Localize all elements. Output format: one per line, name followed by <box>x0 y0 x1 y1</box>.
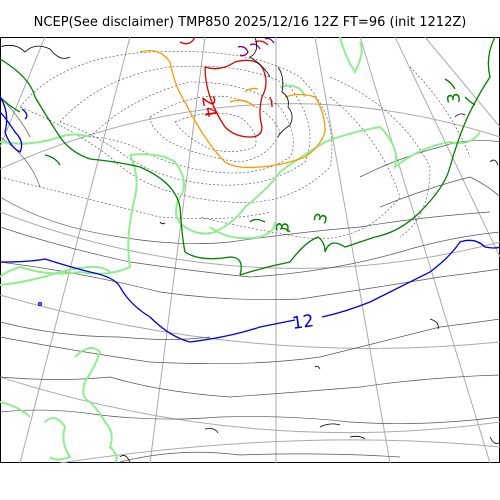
contour-3 <box>44 154 61 166</box>
longitude-line <box>149 37 206 463</box>
contour-3 <box>279 227 291 233</box>
contour-label-3: 3 <box>444 92 465 105</box>
contour-3 <box>249 218 266 223</box>
blue-contours <box>0 96 500 343</box>
contour-3 <box>464 96 476 106</box>
contour-label-3: 3 <box>311 211 333 227</box>
gray-contours <box>0 96 500 463</box>
longitude-line <box>424 37 500 128</box>
longitude-line <box>19 37 131 463</box>
longitude-line <box>394 37 500 258</box>
longitude-line <box>359 37 491 463</box>
graticule <box>0 37 500 463</box>
contour-12 <box>37 301 43 307</box>
longitude-line <box>314 37 391 463</box>
latitude-line <box>0 294 500 349</box>
figure-title: NCEP(See disclaimer) TMP850 2025/12/16 1… <box>33 15 467 30</box>
latitude-line <box>0 211 500 269</box>
map-panel: 24 3 3 3 12 <box>0 37 500 463</box>
contour-labels: 24 3 3 3 12 <box>197 92 465 334</box>
contour-12 <box>0 96 23 153</box>
contour-label-3: 3 <box>273 221 294 234</box>
contour-3 <box>444 78 456 90</box>
contour-label-12: 12 <box>291 311 315 334</box>
lightgreen-contours <box>0 37 481 463</box>
longitude-line <box>0 37 46 148</box>
latitude-line <box>0 376 500 434</box>
contour-12 <box>21 108 28 120</box>
contour-12 <box>321 239 500 318</box>
contour-12 <box>0 258 296 343</box>
coastlines <box>0 37 500 463</box>
latitude-line <box>59 439 500 463</box>
orange-contours <box>139 50 326 169</box>
contour-3 <box>239 37 496 276</box>
purple-contours <box>237 37 275 57</box>
green-contours <box>0 37 496 276</box>
contour-3 <box>0 58 242 276</box>
latitude-line <box>0 103 500 170</box>
contour-label-24: 24 <box>197 94 220 119</box>
